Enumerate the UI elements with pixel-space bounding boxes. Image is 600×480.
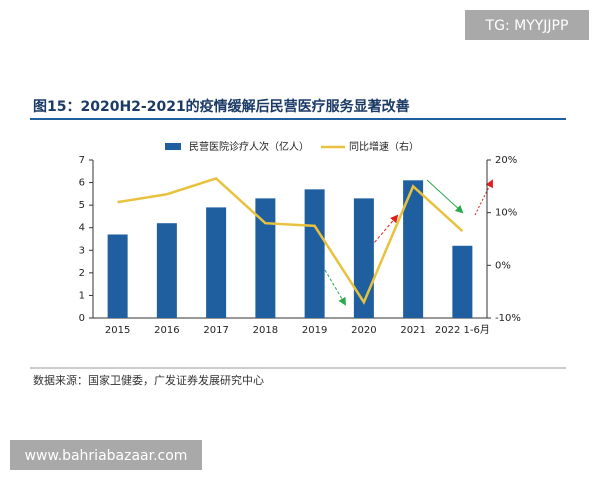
y2-tick-label: 10% (495, 208, 517, 219)
source: 数据来源：国家卫健委，广发证券发展研究中心 (33, 373, 264, 387)
x-tick-label: 2019 (302, 325, 327, 336)
x-tick-label: 2017 (203, 325, 228, 336)
line (117, 177, 464, 305)
x-tick-label: 2015 (105, 325, 130, 336)
legend-label: 同比增速（右） (349, 140, 419, 153)
annotation-arrow (426, 179, 464, 214)
y-tick-label: 7 (79, 155, 85, 166)
y2-tick-label: 20% (495, 155, 517, 166)
y-tick-label: 3 (79, 245, 85, 256)
y-tick-label: 4 (79, 223, 85, 234)
watermark: www.bahriabazaar.com (25, 448, 188, 464)
watermark: TG: MYYJJPP (485, 18, 569, 34)
x-tick-label: 2016 (154, 325, 179, 336)
x-tick-label: 2018 (253, 325, 278, 336)
y-tick-label: 1 (79, 290, 85, 301)
bar (255, 198, 276, 318)
bar (304, 189, 325, 318)
y-tick-label: 6 (79, 178, 85, 189)
bar (107, 234, 128, 318)
x-tick-label: 2020 (351, 325, 376, 336)
bar (403, 180, 424, 318)
annotation-arrow (474, 179, 493, 216)
y-tick-label: 5 (79, 200, 85, 211)
bar (206, 207, 227, 318)
chart-title: 图15：2020H2-2021的疫情缓解后民营医疗服务显著改善 (33, 98, 410, 115)
x-tick-label: 2022 1-6月 (435, 324, 490, 336)
y2-tick-label: 0% (495, 260, 511, 271)
legend-label: 民营医院诊疗人次（亿人） (189, 140, 309, 153)
watermark-box (465, 10, 589, 40)
y-tick-label: 0 (79, 313, 85, 324)
y-tick-label: 2 (79, 268, 85, 279)
y2-tick-label: -10% (495, 313, 521, 324)
legend-swatch (165, 143, 181, 150)
bar (156, 223, 177, 318)
x-tick-label: 2021 (400, 325, 425, 336)
watermark-box (10, 440, 202, 470)
annotation-arrow (324, 269, 347, 306)
bar (452, 245, 473, 318)
